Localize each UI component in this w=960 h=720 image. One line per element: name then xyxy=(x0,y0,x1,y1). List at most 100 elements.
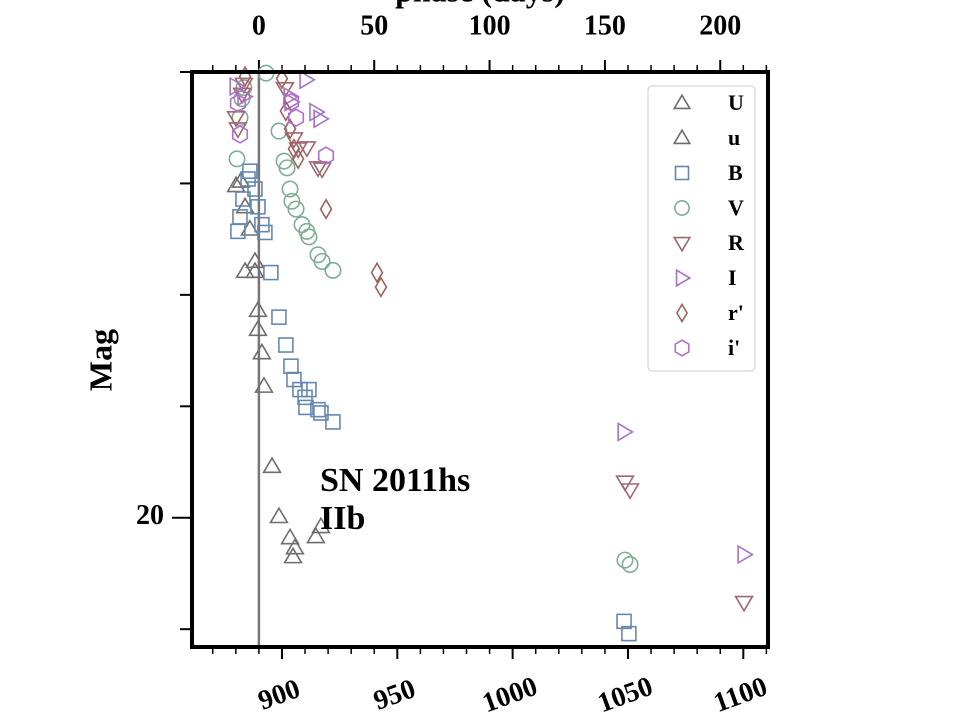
point xyxy=(313,109,331,129)
y-tick-label: 20 xyxy=(136,500,164,531)
point xyxy=(283,546,303,564)
point xyxy=(287,108,305,128)
point xyxy=(300,228,318,246)
legend-label: u xyxy=(728,125,740,150)
legend-marker xyxy=(674,339,690,357)
top-axis-label: phase (days) xyxy=(395,0,565,8)
point xyxy=(280,527,300,545)
point xyxy=(317,146,335,165)
point xyxy=(235,191,251,207)
legend-marker xyxy=(674,200,690,216)
point xyxy=(257,224,273,241)
point xyxy=(312,162,332,179)
point xyxy=(737,544,754,565)
point xyxy=(278,159,296,177)
point xyxy=(283,118,297,140)
legend-label: I xyxy=(728,265,737,290)
legend-marker xyxy=(672,93,692,110)
point xyxy=(324,261,342,279)
point xyxy=(231,171,251,188)
point xyxy=(292,381,308,398)
point xyxy=(287,200,305,218)
legend-label: B xyxy=(728,160,743,185)
point xyxy=(291,148,305,170)
point xyxy=(235,79,253,97)
x2-tick-label: 50 xyxy=(360,10,388,41)
legend-marker xyxy=(674,165,690,181)
legend-marker xyxy=(672,128,692,145)
point xyxy=(245,261,265,279)
point xyxy=(288,142,308,159)
point xyxy=(283,86,301,107)
legend-marker xyxy=(672,236,692,253)
annotation: SN 2011hs xyxy=(320,462,470,499)
point xyxy=(226,111,246,128)
point xyxy=(616,551,634,569)
point xyxy=(232,209,248,225)
point xyxy=(262,456,282,474)
point xyxy=(621,556,639,574)
legend-marker xyxy=(675,268,692,288)
point xyxy=(617,422,635,442)
point xyxy=(308,161,328,178)
point xyxy=(374,276,388,298)
legend-label: U xyxy=(728,90,744,115)
point xyxy=(297,389,313,406)
annotation: IIb xyxy=(320,500,365,537)
point xyxy=(311,516,331,534)
point xyxy=(245,251,265,269)
point xyxy=(247,181,263,197)
x2-tick-label: 0 xyxy=(252,10,266,41)
x-tick-label: 1050 xyxy=(594,671,657,719)
point xyxy=(285,537,305,555)
point xyxy=(299,70,316,90)
point xyxy=(242,163,258,179)
x-tick-label: 900 xyxy=(254,673,304,716)
point xyxy=(254,376,274,393)
legend-label: i' xyxy=(728,335,740,360)
point xyxy=(234,77,254,95)
point xyxy=(250,199,266,215)
point xyxy=(309,102,326,122)
x-tick-label: 1100 xyxy=(710,671,772,719)
point xyxy=(301,381,317,398)
point xyxy=(254,216,270,233)
point xyxy=(310,401,326,418)
legend-label: r' xyxy=(728,300,744,325)
point xyxy=(325,414,341,430)
point xyxy=(240,219,260,236)
legend-label: V xyxy=(728,195,744,220)
point xyxy=(275,67,289,90)
plot-frame xyxy=(190,70,770,649)
point xyxy=(286,371,302,388)
y-axis-label: Mag xyxy=(82,329,118,391)
point xyxy=(734,595,754,613)
x-tick-label: 1000 xyxy=(478,671,541,719)
point xyxy=(319,198,333,220)
point xyxy=(313,405,329,421)
point xyxy=(313,252,331,270)
point xyxy=(616,613,632,630)
point xyxy=(271,309,287,325)
point xyxy=(248,300,268,318)
point xyxy=(252,342,272,360)
point xyxy=(270,122,288,140)
point xyxy=(283,192,301,210)
legend-marker xyxy=(676,302,688,324)
point xyxy=(620,483,640,500)
x2-tick-label: 200 xyxy=(699,10,741,41)
point xyxy=(235,261,255,279)
point xyxy=(370,261,384,284)
legend-box xyxy=(647,85,756,372)
point xyxy=(621,625,637,642)
x-tick-label: 950 xyxy=(370,673,420,716)
legend-label: R xyxy=(728,230,745,255)
point xyxy=(278,337,294,353)
x2-tick-label: 100 xyxy=(469,10,511,41)
point xyxy=(297,141,317,158)
point xyxy=(281,180,299,198)
x2-tick-label: 150 xyxy=(584,10,626,41)
point xyxy=(283,358,299,374)
point xyxy=(229,93,246,113)
